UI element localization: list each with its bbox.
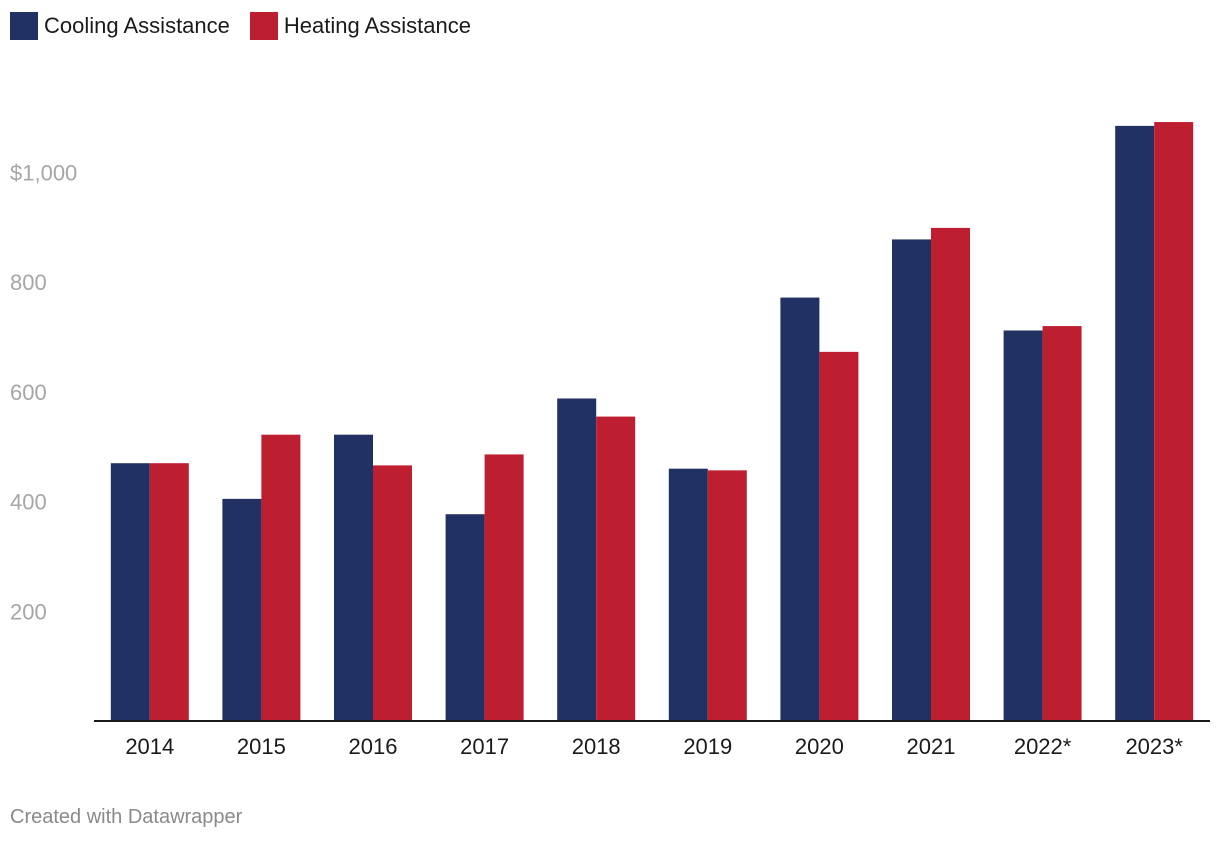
x-tick-label: 2016 [349, 734, 398, 759]
legend-label-cooling: Cooling Assistance [44, 13, 230, 38]
bar-cooling-2015 [222, 498, 262, 721]
x-tick-label: 2014 [125, 734, 174, 759]
y-tick-label: 600 [10, 380, 47, 405]
bar-heating-2015 [261, 434, 301, 721]
bar-cooling-2019 [668, 468, 708, 721]
footer-credit: Created with Datawrapper [10, 806, 243, 828]
x-tick-label: 2023* [1125, 734, 1183, 759]
bar-heating-2021 [931, 227, 970, 721]
x-tick-label: 2015 [237, 734, 286, 759]
bar-heating-2023 [1154, 122, 1194, 721]
legend-swatch-cooling [10, 12, 38, 40]
legend-label-heating: Heating Assistance [283, 13, 471, 38]
bar-cooling-2022 [1003, 330, 1043, 721]
bar-heating-2014 [149, 463, 189, 721]
bar-cooling-2017 [445, 514, 485, 721]
y-tick-label: $1,000 [10, 161, 77, 186]
x-tick-label: 2019 [683, 734, 732, 759]
y-tick-label: 800 [10, 270, 47, 295]
bar-cooling-2021 [892, 239, 931, 722]
bar-heating-2016 [373, 465, 412, 721]
x-tick-label: 2020 [795, 734, 844, 759]
legend-item-heating: Heating Assistance [249, 12, 471, 40]
bar-cooling-2014 [110, 463, 150, 721]
bar-cooling-2018 [557, 398, 597, 721]
x-tick-label: 2017 [460, 734, 509, 759]
legend-item-cooling: Cooling Assistance [10, 12, 230, 40]
x-tick-label: 2021 [907, 734, 956, 759]
bar-heating-2017 [484, 454, 524, 721]
legend: Cooling Assistance Heating Assistance [10, 12, 491, 40]
bar-heating-2018 [596, 416, 636, 721]
bar-heating-2022 [1042, 326, 1082, 721]
x-tick-label: 2022* [1014, 734, 1072, 759]
y-tick-label: 400 [10, 490, 47, 515]
y-axis-ticks: 200 400 600 800 $1,000 [10, 161, 77, 625]
bar-cooling-2023 [1115, 125, 1155, 721]
bar-cooling-2016 [334, 434, 373, 721]
bar-heating-2019 [707, 470, 747, 721]
bar-heating-2020 [819, 351, 859, 721]
bars [110, 122, 1194, 722]
x-axis-ticks: 2014 2015 2016 2017 2018 2019 2020 2021 2022* 202… [125, 734, 1183, 759]
bar-cooling-2020 [780, 297, 820, 721]
legend-swatch-heating [249, 12, 278, 40]
x-tick-label: 2018 [572, 734, 621, 759]
y-tick-label: 200 [10, 599, 47, 624]
